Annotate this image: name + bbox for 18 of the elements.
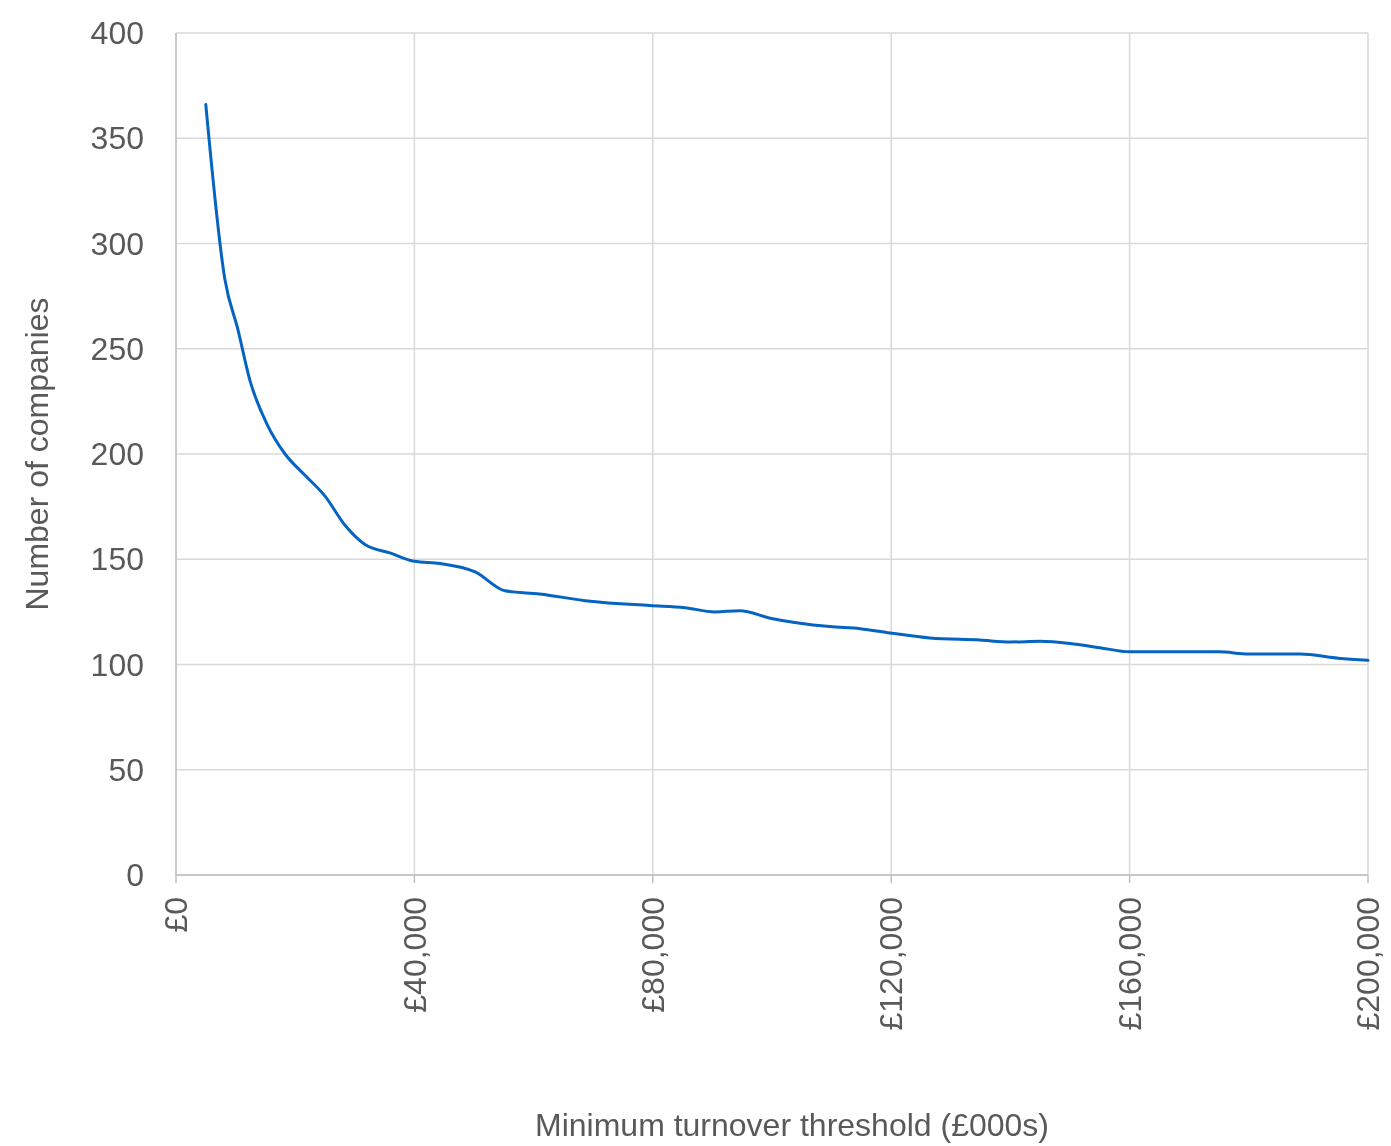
x-tick-label: £160,000 (1111, 897, 1148, 1031)
y-tick-label: 50 (108, 751, 144, 788)
y-tick-label: 150 (90, 541, 144, 578)
x-tick-label: £80,000 (635, 897, 671, 1013)
y-tick-label: 350 (90, 120, 144, 157)
y-tick-label: 100 (90, 646, 144, 683)
y-tick-label: 300 (90, 225, 144, 262)
x-tick-label: £40,000 (396, 897, 433, 1013)
y-tick-label: 400 (90, 15, 144, 52)
y-tick-label: 200 (90, 436, 144, 473)
x-axis-title: Minimum turnover threshold (£000s) (535, 1107, 1049, 1143)
x-tick-label: £200,000 (1350, 897, 1387, 1031)
x-tick-label: £120,000 (873, 897, 910, 1031)
y-tick-label: 0 (126, 857, 144, 894)
y-axis-title: Number of companies (19, 297, 55, 611)
y-tick-label: 250 (90, 330, 144, 367)
line-series (204, 103, 1370, 662)
x-tick-label: £0 (158, 897, 195, 933)
